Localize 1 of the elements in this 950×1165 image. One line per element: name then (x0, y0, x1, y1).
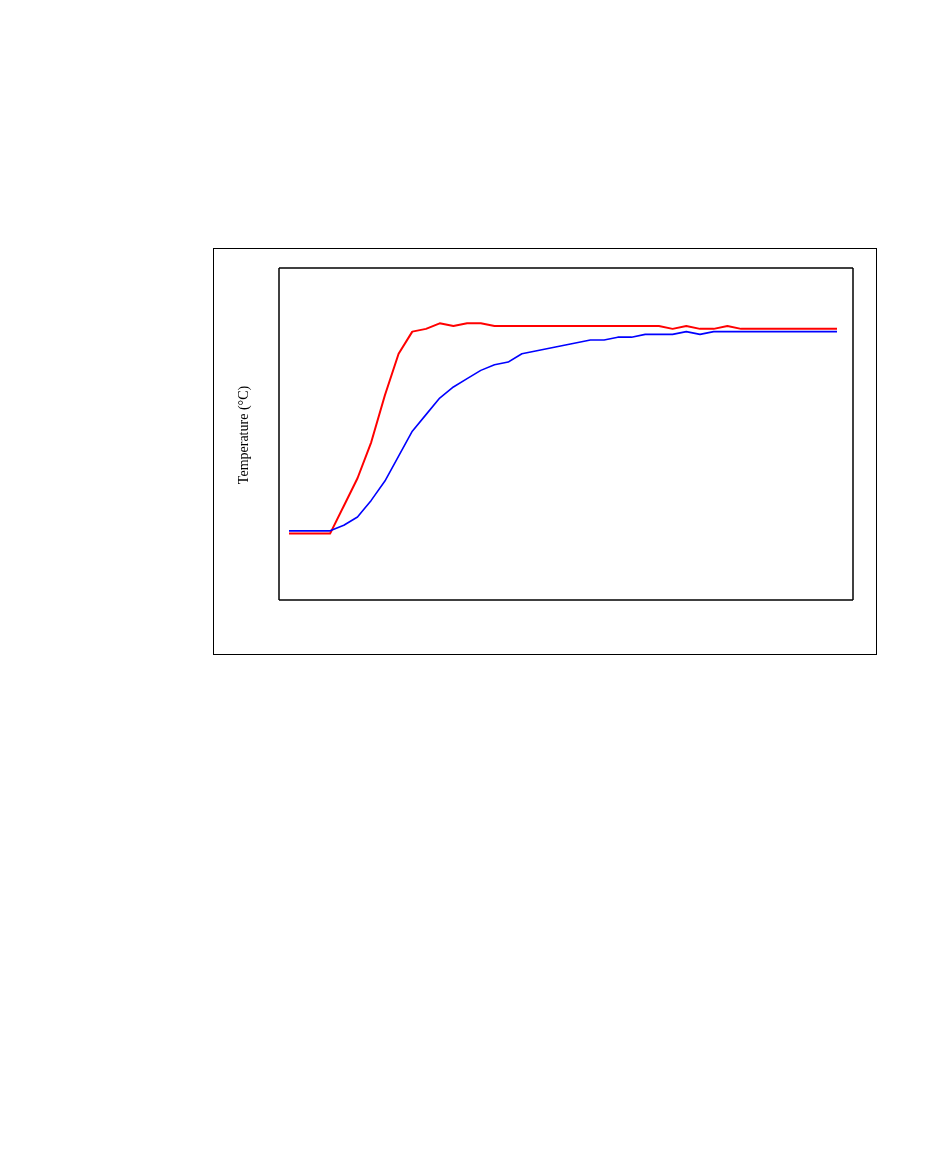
y-axis-title: Temperature (°C) (236, 385, 252, 485)
